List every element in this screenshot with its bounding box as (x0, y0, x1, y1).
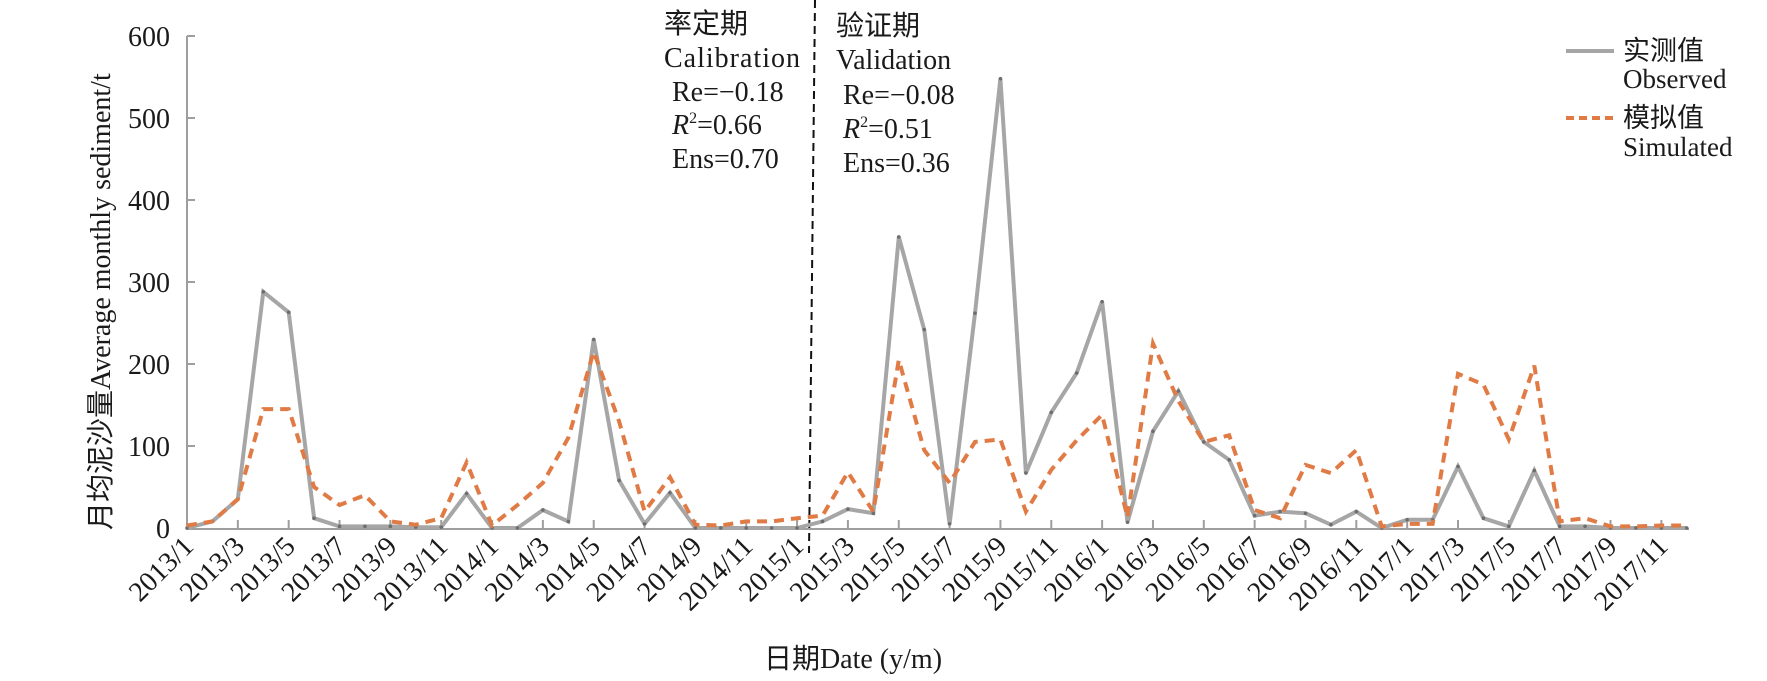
observed-point (1278, 509, 1282, 514)
y-tick-label: 300 (128, 268, 170, 299)
observed-point (261, 290, 266, 294)
observed-point (439, 525, 444, 529)
observed-point (1074, 371, 1079, 375)
calibration-annotation: 率定期 Calibration Re=−0.18 R2=0.66 Ens=0.7… (664, 8, 801, 175)
observed-point (388, 524, 393, 529)
validation-r2-sup: 2 (860, 114, 868, 131)
observed-point (998, 76, 1003, 81)
observed-point (1507, 524, 1511, 529)
validation-r2: R2=0.51 (842, 114, 933, 145)
legend-observed-label-cn: 实测值 (1623, 36, 1704, 66)
observed-point (1557, 524, 1562, 529)
observed-point (1303, 511, 1308, 516)
series-layer (185, 76, 1689, 531)
observed-point (693, 526, 698, 530)
observed-point (1100, 299, 1104, 304)
validation-r2-value: =0.51 (868, 114, 933, 145)
observed-point (846, 507, 850, 511)
observed-point (719, 526, 723, 530)
calibration-title-en: Calibration (664, 43, 801, 74)
observed-point (566, 519, 571, 524)
observed-point (464, 491, 469, 496)
legend-simulated-label-en: Simulated (1623, 132, 1733, 162)
observed-point (1583, 524, 1587, 529)
validation-title-cn: 验证期 (836, 10, 920, 42)
x-ticks: 2013/12013/32013/52013/72013/92013/11201… (123, 520, 1674, 617)
y-tick-label: 500 (128, 104, 170, 135)
y-tick-label: 200 (128, 350, 170, 381)
calibration-re: Re=−0.18 (672, 77, 784, 108)
observed-point (1405, 518, 1409, 522)
observed-point (668, 490, 672, 495)
observed-point (591, 337, 596, 342)
observed-point (1532, 468, 1537, 473)
calibration-r2-sup: 2 (689, 110, 697, 127)
validation-ens: Ens=0.36 (843, 148, 950, 179)
observed-point (947, 522, 952, 526)
observed-point (337, 524, 342, 529)
observed-point (1252, 513, 1257, 518)
validation-r2-symbol: R (842, 114, 860, 145)
observed-point (820, 519, 825, 524)
observed-point (1329, 522, 1333, 527)
observed-point (973, 311, 977, 315)
y-tick-label: 600 (128, 22, 170, 53)
observed-point (1684, 526, 1689, 530)
observed-point (286, 310, 291, 315)
observed-point (1024, 471, 1028, 475)
observed-point (744, 526, 749, 530)
observed-point (769, 526, 774, 530)
x-axis-title: 日期Date (y/m) (764, 644, 942, 675)
observed-point (922, 327, 926, 332)
observed-point (1456, 464, 1460, 469)
calibration-r2-symbol: R (671, 110, 689, 141)
observed-point (312, 516, 316, 520)
legend-observed-label-en: Observed (1623, 64, 1727, 94)
y-ticks: 0 100 200 300 400 500 600 (128, 22, 195, 545)
simulated-series-line (186, 336, 1687, 529)
observed-point (1634, 526, 1638, 530)
observed-series-line (186, 78, 1687, 531)
observed-point (1125, 520, 1130, 525)
observed-point (541, 508, 545, 512)
legend-simulated-label-cn: 模拟值 (1623, 103, 1704, 133)
observed-point (515, 526, 520, 530)
y-axis-title: 月均泥沙量Average monthly sediment/t (85, 73, 117, 530)
calibration-validation-divider (808, 0, 816, 554)
observed-point (1227, 458, 1232, 462)
calibration-r2-value: =0.66 (697, 110, 762, 141)
observed-point (896, 235, 901, 239)
y-tick-label: 0 (156, 514, 170, 545)
observed-point (363, 524, 367, 529)
y-tick-label: 400 (128, 186, 170, 217)
observed-point (1151, 429, 1155, 434)
calibration-title-cn: 率定期 (664, 8, 748, 40)
observed-point (795, 526, 799, 530)
y-tick-label: 100 (128, 432, 170, 463)
observed-point (1049, 410, 1054, 415)
calibration-ens: Ens=0.70 (672, 144, 779, 175)
calibration-r2: R2=0.66 (671, 110, 762, 141)
validation-re: Re=−0.08 (843, 80, 955, 111)
observed-point (1481, 516, 1486, 520)
observed-point (1176, 389, 1181, 393)
observed-point (642, 522, 647, 526)
observed-point (871, 511, 876, 516)
validation-title-en: Validation (836, 45, 951, 76)
observed-point (617, 478, 621, 483)
observed-point (1354, 509, 1359, 514)
legend: 实测值 Observed 模拟值 Simulated (1566, 36, 1733, 162)
validation-annotation: 验证期 Validation Re=−0.08 R2=0.51 Ens=0.36 (836, 10, 955, 179)
